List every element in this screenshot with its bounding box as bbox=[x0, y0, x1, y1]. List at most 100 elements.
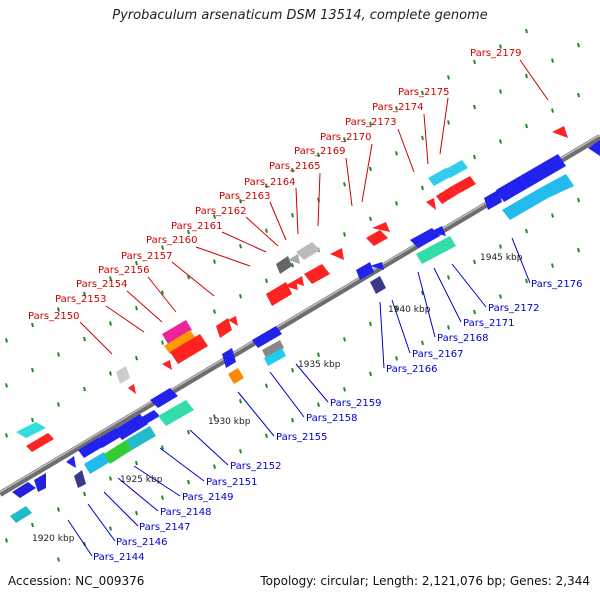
tick-mark bbox=[187, 229, 190, 235]
gene-label[interactable]: Pars_2155 bbox=[276, 432, 327, 443]
gene-label[interactable]: Pars_2172 bbox=[488, 303, 539, 314]
leader-line bbox=[195, 246, 251, 267]
tick-mark bbox=[291, 263, 294, 268]
scale-label: 1940 kbp bbox=[388, 305, 431, 315]
tick-mark bbox=[369, 321, 372, 327]
gene-label[interactable]: Pars_2148 bbox=[160, 507, 211, 518]
tick-mark bbox=[161, 245, 164, 250]
leader-line bbox=[245, 216, 279, 247]
gene-label[interactable]: Pars_2160 bbox=[146, 235, 197, 246]
tick-mark bbox=[265, 228, 268, 233]
scale-label: 1935 kbp bbox=[298, 360, 341, 370]
leader-line bbox=[451, 263, 487, 308]
tick-mark bbox=[421, 290, 424, 296]
leader-line bbox=[295, 187, 299, 235]
gene-label[interactable]: Pars_2164 bbox=[244, 177, 295, 188]
tick-mark bbox=[525, 278, 528, 284]
leader-line bbox=[433, 267, 462, 323]
tick-mark bbox=[265, 278, 268, 283]
gene-feature[interactable] bbox=[116, 126, 600, 394]
tick-mark bbox=[395, 106, 398, 111]
leader-line bbox=[159, 447, 205, 482]
tick-mark bbox=[473, 154, 476, 160]
tick-mark bbox=[5, 338, 8, 343]
tick-mark bbox=[343, 387, 346, 392]
top-gene-labels: Pars_2150 Pars_2153 Pars_2154 Pars_2156 … bbox=[28, 48, 521, 322]
tick-mark bbox=[395, 306, 398, 311]
tick-mark bbox=[109, 526, 112, 531]
gene-label[interactable]: Pars_2161 bbox=[171, 221, 222, 232]
tick-mark bbox=[369, 121, 372, 127]
leader-line bbox=[295, 363, 329, 403]
tick-mark bbox=[109, 276, 112, 281]
gene-label[interactable]: Pars_2171 bbox=[463, 318, 514, 329]
tick-mark bbox=[57, 352, 60, 357]
gene-label[interactable]: Pars_2165 bbox=[269, 161, 320, 172]
leader-line bbox=[269, 201, 287, 241]
tick-mark bbox=[291, 213, 294, 218]
leader-line bbox=[317, 172, 321, 227]
gene-label[interactable]: Pars_2173 bbox=[345, 117, 396, 128]
gene-label[interactable]: Pars_2149 bbox=[182, 492, 233, 503]
gene-label[interactable]: Pars_2146 bbox=[116, 537, 167, 548]
gene-label[interactable]: Pars_2176 bbox=[531, 279, 582, 290]
gene-label[interactable]: Pars_2174 bbox=[372, 102, 423, 113]
gene-label[interactable]: Pars_2151 bbox=[206, 477, 257, 488]
leader-line bbox=[269, 371, 305, 418]
tick-mark bbox=[135, 305, 138, 311]
gene-label[interactable]: Pars_2166 bbox=[386, 364, 437, 375]
tick-mark bbox=[239, 448, 242, 454]
tick-mark bbox=[291, 418, 294, 423]
tick-mark bbox=[213, 309, 216, 314]
gene-label[interactable]: Pars_2179 bbox=[470, 48, 521, 59]
tick-mark bbox=[187, 429, 190, 435]
tick-mark bbox=[213, 259, 216, 264]
tick-mark bbox=[265, 383, 268, 388]
tick-mark bbox=[83, 491, 86, 497]
tick-mark bbox=[109, 321, 112, 326]
leader-line bbox=[361, 143, 373, 203]
tick-mark bbox=[161, 290, 164, 295]
gene-label[interactable]: Pars_2156 bbox=[98, 265, 149, 276]
genome-info-text: Topology: circular; Length: 2,121,076 bp… bbox=[260, 574, 590, 588]
gene-label[interactable]: Pars_2162 bbox=[195, 206, 246, 217]
leader-line bbox=[391, 299, 411, 354]
tick-mark bbox=[5, 383, 8, 388]
tick-mark bbox=[551, 58, 554, 63]
tick-mark bbox=[499, 294, 502, 299]
gene-label[interactable]: Pars_2154 bbox=[76, 279, 127, 290]
tick-mark bbox=[109, 476, 112, 481]
scale-label: 1925 kbp bbox=[120, 475, 163, 485]
gene-label[interactable]: Pars_2157 bbox=[121, 251, 172, 262]
tick-mark bbox=[135, 460, 138, 466]
tick-mark bbox=[265, 433, 268, 438]
tick-mark bbox=[551, 108, 554, 113]
gene-label[interactable]: Pars_2170 bbox=[320, 132, 371, 143]
tick-mark bbox=[473, 59, 476, 65]
gene-label[interactable]: Pars_2169 bbox=[294, 146, 345, 157]
gene-label[interactable]: Pars_2163 bbox=[219, 191, 270, 202]
gene-label[interactable]: Pars_2167 bbox=[412, 349, 463, 360]
leader-lines bbox=[67, 59, 549, 557]
tick-mark bbox=[187, 479, 190, 485]
gene-label[interactable]: Pars_2144 bbox=[93, 552, 144, 563]
scale-label: 1930 kbp bbox=[208, 417, 251, 427]
tick-mark bbox=[31, 417, 34, 423]
tick-mark bbox=[265, 183, 268, 188]
leader-line bbox=[221, 231, 267, 253]
gene-label[interactable]: Pars_2159 bbox=[330, 398, 381, 409]
leader-line bbox=[379, 301, 385, 369]
gene-label[interactable]: Pars_2175 bbox=[398, 87, 449, 98]
gene-label[interactable]: Pars_2158 bbox=[306, 413, 357, 424]
tick-mark bbox=[213, 464, 216, 469]
tick-mark bbox=[499, 44, 502, 49]
tick-mark bbox=[239, 198, 242, 204]
gene-label[interactable]: Pars_2168 bbox=[437, 333, 488, 344]
gene-label[interactable]: Pars_2152 bbox=[230, 461, 281, 472]
gene-label[interactable]: Pars_2147 bbox=[139, 522, 190, 533]
tick-mark bbox=[239, 398, 242, 404]
gene-feature[interactable] bbox=[10, 388, 194, 523]
gene-label[interactable]: Pars_2150 bbox=[28, 311, 79, 322]
gene-label[interactable]: Pars_2153 bbox=[55, 294, 106, 305]
